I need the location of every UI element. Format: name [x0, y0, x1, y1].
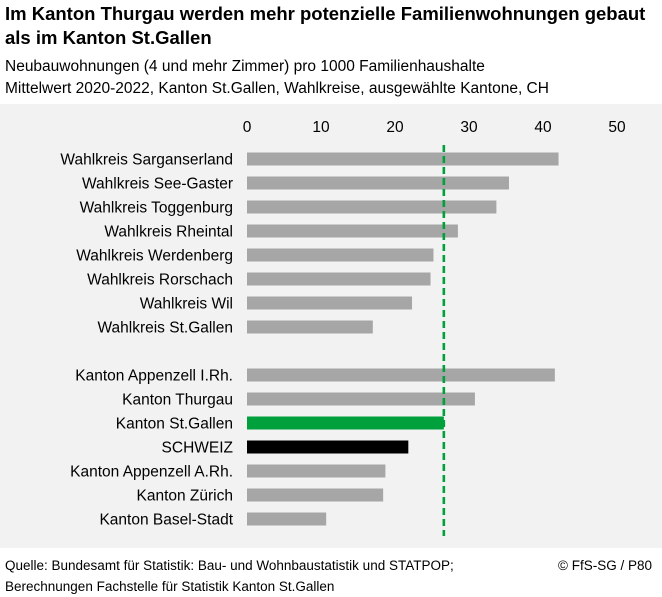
- category-label: Kanton Thurgau: [122, 392, 233, 409]
- x-tick-label: 0: [243, 119, 252, 136]
- category-label: Wahlkreis Werdenberg: [76, 248, 233, 265]
- category-label: Wahlkreis See-Gaster: [82, 176, 233, 193]
- category-label: Wahlkreis Sarganserland: [60, 152, 233, 169]
- category-label: Kanton Appenzell A.Rh.: [70, 464, 233, 481]
- bar: [247, 296, 413, 310]
- category-label: Kanton St.Gallen: [116, 416, 233, 433]
- category-label: Wahlkreis Rorschach: [87, 272, 233, 289]
- category-label: Wahlkreis Toggenburg: [80, 200, 233, 217]
- x-tick-label: 40: [534, 119, 552, 136]
- bar: [247, 392, 475, 406]
- source-note: Quelle: Bundesamt für Statistik: Bau- un…: [5, 558, 454, 594]
- subtitle-line-2: Mittelwert 2020-2022, Kanton St.Gallen, …: [5, 80, 549, 97]
- bar: [247, 272, 431, 286]
- x-tick-label: 20: [386, 119, 404, 136]
- x-tick-label: 30: [460, 119, 478, 136]
- category-label: Kanton Zürich: [137, 488, 234, 505]
- bar: [247, 224, 458, 238]
- bar: [247, 440, 409, 454]
- bar: [247, 416, 444, 430]
- bar: [247, 320, 373, 334]
- bar-chart: 0 10 20 30 40 50 Wahlkreis Sarganserland Wahlkr…: [60, 119, 626, 536]
- x-tick-label: 50: [608, 119, 626, 136]
- category-label: Wahlkreis St.Gallen: [97, 320, 233, 337]
- copyright-note: © FfS-SG / P80: [558, 558, 652, 573]
- chart-title: Im Kanton Thurgau werden mehr potenziell…: [5, 3, 646, 48]
- category-label: Wahlkreis Wil: [140, 296, 233, 313]
- bar: [247, 152, 559, 166]
- category-label: Wahlkreis Rheintal: [104, 224, 233, 241]
- chart-subtitle: Neubauwohnungen (4 und mehr Zimmer) pro …: [5, 56, 662, 100]
- bar: [247, 248, 434, 262]
- bar: [247, 368, 555, 382]
- subtitle-line-1: Neubauwohnungen (4 und mehr Zimmer) pro …: [5, 58, 485, 75]
- category-label: SCHWEIZ: [162, 440, 233, 457]
- bar: [247, 512, 327, 526]
- category-label: Kanton Appenzell I.Rh.: [75, 368, 233, 385]
- category-label: Kanton Basel-Stadt: [99, 512, 233, 529]
- bar: [247, 200, 497, 214]
- bar: [247, 464, 386, 478]
- x-tick-label: 10: [312, 119, 330, 136]
- bar: [247, 176, 509, 190]
- bar: [247, 488, 384, 502]
